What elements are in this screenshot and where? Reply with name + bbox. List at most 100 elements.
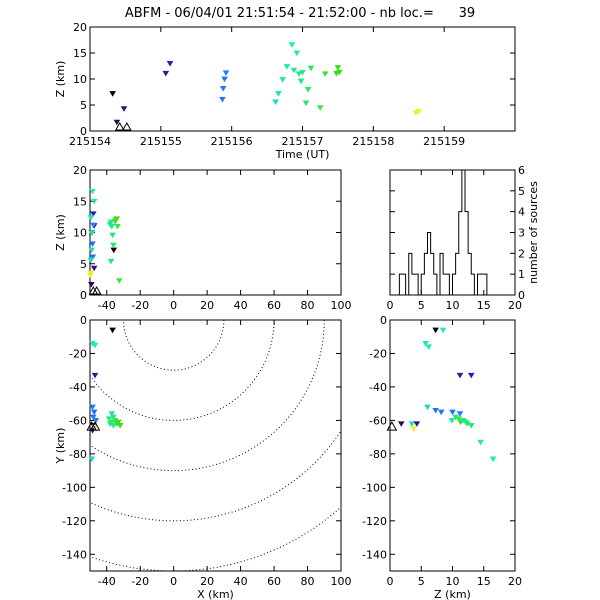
z-y-xlabel: Z (km) [434, 588, 471, 600]
x-y-points [88, 327, 124, 463]
x-z-point [87, 257, 95, 264]
time-z-point [336, 69, 343, 76]
x-y-point [116, 423, 124, 429]
time-z-station-triangle [114, 121, 125, 131]
x-y-range-circle [90, 429, 341, 522]
time-z-point [120, 106, 128, 112]
time-z-xtick-label: 215154 [69, 135, 111, 148]
z-y-xtick-label: 10 [446, 575, 460, 588]
x-y-point [90, 414, 97, 421]
time-z-point [295, 71, 303, 77]
z-y-point [489, 456, 497, 463]
z-y-ytick-label: -80 [369, 448, 387, 461]
x-z-xtick-label: 40 [234, 299, 248, 312]
x-z-stations [88, 285, 102, 295]
z-y-point [439, 327, 447, 334]
x-z-point [88, 230, 96, 237]
z-y-point [477, 439, 484, 446]
z-y-ytick-label: -120 [362, 515, 387, 528]
time-z-point [272, 99, 279, 106]
x-z-point [89, 188, 96, 195]
x-y-xtick-label: -40 [98, 575, 116, 588]
x-y-ytick-label: -40 [69, 381, 87, 394]
x-z-xtick-label: 0 [170, 299, 177, 312]
x-z-point [90, 198, 98, 205]
z-y-point [410, 426, 418, 432]
x-z-xtick-label: -20 [131, 299, 149, 312]
x-z-point [87, 215, 95, 221]
histogram-xtick-label: 0 [387, 299, 394, 312]
time-z-points [109, 42, 422, 126]
time-z-ytick-label: 15 [73, 47, 87, 60]
x-y-point [110, 423, 117, 429]
figure-title: ABFM - 06/04/01 21:51:54 - 21:52:00 - nb… [125, 6, 475, 21]
histogram-ytick-label: 2 [518, 247, 525, 260]
time-z-point [307, 65, 315, 72]
x-y-point [108, 411, 116, 417]
x-z-point [90, 211, 97, 217]
time-z-xlabel: Time (UT) [275, 148, 330, 161]
z-y-point [413, 421, 421, 427]
x-y-xtick-label: 20 [200, 575, 214, 588]
x-y-ytick-label: -60 [69, 414, 87, 427]
time-z-xtick-label: 215158 [352, 135, 394, 148]
z-y-point [455, 416, 463, 422]
x-z-ylabel: Z (km) [54, 214, 67, 251]
x-z-point [113, 216, 121, 222]
x-z-point [87, 272, 94, 279]
x-z-ytick-label: 15 [73, 195, 87, 208]
x-z-point [114, 223, 121, 230]
time-z-point [304, 87, 312, 93]
time-z-point [334, 65, 342, 71]
x-y-point [91, 342, 99, 349]
time-z-point [283, 64, 291, 70]
x-z-point [110, 242, 117, 249]
time-z-point [221, 76, 228, 83]
histogram-ytick-label: 1 [518, 268, 525, 281]
time-z-xtick-label: 215156 [211, 135, 253, 148]
x-y-ytick-label: 0 [80, 314, 87, 327]
x-y-ytick-label: -100 [62, 481, 87, 494]
x-z-point [89, 241, 96, 247]
histogram-ytick-label: 4 [518, 206, 525, 219]
time-z-point [321, 71, 329, 77]
x-y-stations [86, 421, 101, 431]
time-z-xtick-label: 215157 [282, 135, 324, 148]
time-z-ytick-label: 20 [73, 21, 87, 34]
time-z-stations [114, 121, 132, 131]
histogram-ytick-label: 0 [518, 289, 525, 302]
z-y-point [397, 421, 405, 427]
time-z-point [293, 50, 301, 57]
histogram-ytick-label: 3 [518, 227, 525, 240]
x-z-xtick-label: 80 [301, 299, 315, 312]
x-z-xtick-label: 100 [331, 299, 352, 312]
time-z-point [166, 61, 174, 67]
x-y-point [91, 372, 99, 379]
time-z-point [219, 85, 227, 92]
x-z-point [89, 254, 97, 261]
time-z-point [302, 100, 310, 107]
time-z-axes: 215154 215155 215156 215157 215158 215159 0 5 10… [54, 21, 516, 161]
time-z-point [275, 91, 282, 97]
z-y-ytick-label: -40 [369, 381, 387, 394]
time-z-ylabel: Z (km) [54, 61, 67, 98]
x-y-xlabel: X (km) [197, 588, 234, 600]
z-y-point [449, 409, 456, 416]
z-y-point [432, 407, 439, 414]
x-y-point [89, 404, 96, 411]
x-z-xtick-label: -40 [98, 299, 116, 312]
x-z-xtick-label: 20 [200, 299, 214, 312]
x-z-point [88, 281, 95, 288]
z-y-ytick-label: -100 [362, 481, 387, 494]
z-y-point [456, 411, 464, 417]
z-y-xtick-label: 5 [418, 575, 425, 588]
z-y-xtick-label: 0 [387, 575, 394, 588]
z-y-frame [389, 319, 516, 572]
time-z-point [279, 77, 286, 83]
histogram-xtick-label: 15 [477, 299, 491, 312]
x-y-ylabel: Y (km) [54, 428, 67, 465]
time-z-point [219, 96, 226, 103]
x-y-frame [89, 319, 342, 572]
z-y-station-triangle [386, 421, 398, 431]
